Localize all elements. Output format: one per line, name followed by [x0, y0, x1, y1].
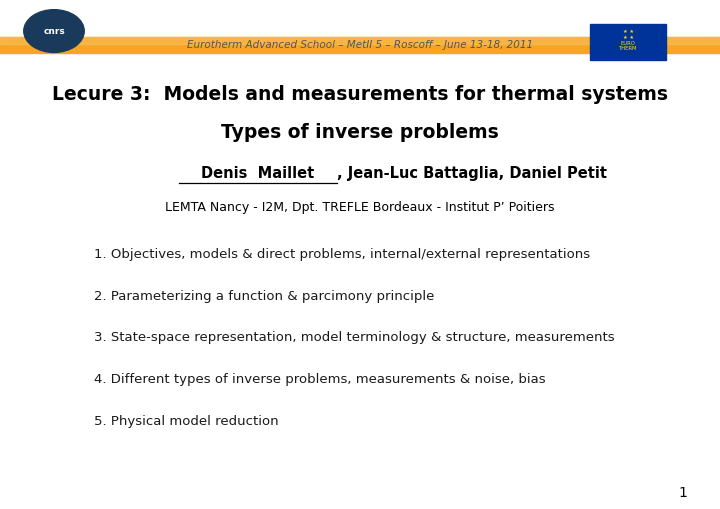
Text: LEMTA Nancy - I2M, Dpt. TREFLE Bordeaux - Institut P’ Poitiers: LEMTA Nancy - I2M, Dpt. TREFLE Bordeaux …: [166, 201, 554, 214]
Text: Eurotherm Advanced School – MetII 5 – Roscoff – June 13-18, 2011: Eurotherm Advanced School – MetII 5 – Ro…: [187, 40, 533, 50]
Bar: [0, 37, 720, 44]
Text: Lecure 3:  Models and measurements for thermal systems: Lecure 3: Models and measurements for th…: [52, 84, 668, 104]
Text: 1: 1: [679, 486, 688, 500]
Text: 3. State-space representation, model terminology & structure, measurements: 3. State-space representation, model ter…: [94, 331, 614, 345]
Text: , Jean-Luc Battaglia, Daniel Petit: , Jean-Luc Battaglia, Daniel Petit: [337, 165, 607, 181]
Text: 2. Parameterizing a function & parcimony principle: 2. Parameterizing a function & parcimony…: [94, 290, 434, 303]
Text: 5. Physical model reduction: 5. Physical model reduction: [94, 415, 278, 428]
Text: Denis  Maillet: Denis Maillet: [201, 165, 315, 181]
Bar: [590, 24, 666, 60]
Circle shape: [24, 10, 84, 52]
Text: ★ ★
★ ★
EURO
THERM: ★ ★ ★ ★ EURO THERM: [619, 29, 637, 51]
Text: Types of inverse problems: Types of inverse problems: [221, 123, 499, 142]
Text: 4. Different types of inverse problems, measurements & noise, bias: 4. Different types of inverse problems, …: [94, 373, 545, 386]
Bar: [0, 37, 720, 53]
Text: cnrs: cnrs: [43, 26, 65, 36]
Text: 1. Objectives, models & direct problems, internal/external representations: 1. Objectives, models & direct problems,…: [94, 248, 590, 261]
